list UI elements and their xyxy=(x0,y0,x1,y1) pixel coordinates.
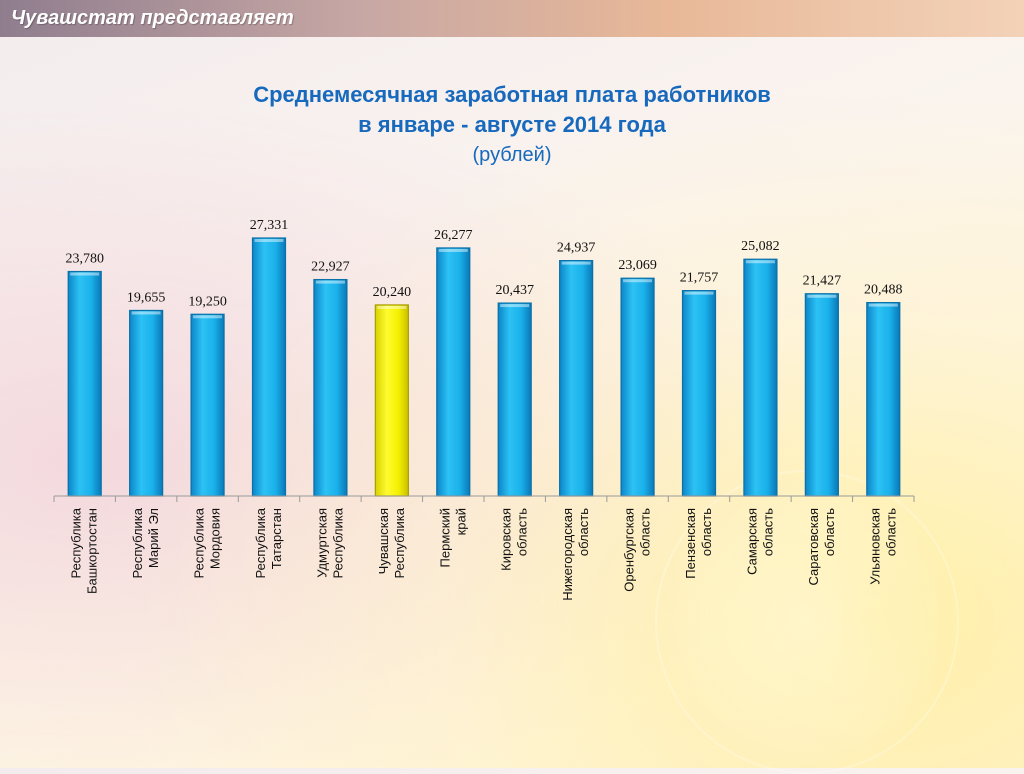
chart-subtitle: (рублей) xyxy=(472,144,552,166)
category-label-line: Саратовская xyxy=(806,508,821,585)
bar xyxy=(743,258,778,497)
bar-highlighted xyxy=(374,304,409,497)
category-label-line: область xyxy=(699,508,714,556)
category-label: Чувашская Республика xyxy=(376,507,407,578)
category-label: Республика Марий Эл xyxy=(130,507,161,578)
value-label: 24,937 xyxy=(557,241,596,256)
bar xyxy=(804,293,839,497)
bar xyxy=(436,247,471,497)
category-label-line: Самарская xyxy=(744,508,759,575)
category-label-line: Республика xyxy=(69,507,84,578)
x-axis xyxy=(53,495,915,502)
value-label: 20,240 xyxy=(373,285,412,300)
category-label-line: Республика xyxy=(330,507,345,578)
category-label: Республика Татарстан xyxy=(253,507,284,578)
value-label: 26,277 xyxy=(434,228,473,243)
category-label: Самарская область xyxy=(744,508,775,575)
category-label: Республика Башкортостан xyxy=(69,507,100,594)
category-label: Оренбургская область xyxy=(622,508,653,592)
value-label: 20,437 xyxy=(495,283,534,298)
bar xyxy=(620,277,655,497)
value-label: 22,927 xyxy=(311,260,350,275)
category-label-line: Республика xyxy=(130,507,145,578)
value-label: 23,069 xyxy=(618,258,657,273)
bar-highlight-cap xyxy=(807,294,837,298)
chart-title-line-2: в январе - августе 2014 года xyxy=(358,112,666,137)
category-label-line: Нижегородская xyxy=(560,508,575,601)
bar-highlight-cap xyxy=(254,239,284,242)
category-label-line: Республика xyxy=(392,507,407,578)
value-label: 21,757 xyxy=(680,271,719,286)
bar xyxy=(559,259,594,497)
category-label-line: край xyxy=(453,508,468,535)
category-label: Нижегородская область xyxy=(560,508,591,601)
bar xyxy=(681,290,717,497)
chart-title-line-1: Среднемесячная заработная плата работник… xyxy=(253,82,771,107)
category-label: Пензенская область xyxy=(683,508,714,579)
value-label: 25,082 xyxy=(741,239,780,254)
bar-highlight-cap xyxy=(623,279,653,283)
category-label-line: Ульяновская xyxy=(867,508,882,585)
value-label: 23,780 xyxy=(65,252,104,267)
category-label: Пермский край xyxy=(437,508,468,567)
category-label: Ульяновская область xyxy=(867,508,898,585)
bar xyxy=(313,278,348,497)
category-label-line: область xyxy=(576,508,591,556)
bars-layer xyxy=(67,237,901,497)
bar-highlight-cap xyxy=(868,303,898,307)
category-label-line: Мордовия xyxy=(208,508,223,569)
bar-highlight-cap xyxy=(70,272,100,276)
category-label-line: область xyxy=(515,508,530,556)
bar xyxy=(497,302,532,497)
value-label: 27,331 xyxy=(250,218,289,233)
bar xyxy=(866,301,901,497)
bar-highlight-cap xyxy=(131,311,161,315)
category-label: Республика Мордовия xyxy=(192,507,223,578)
bar xyxy=(129,309,164,497)
header-bar: Чувашстат представляет xyxy=(0,0,1024,37)
category-label: Удмуртская Республика xyxy=(314,507,345,578)
bar-highlight-cap xyxy=(500,304,530,308)
category-label-line: Республика xyxy=(192,507,207,578)
value-label: 19,655 xyxy=(127,290,166,305)
category-label: Кировская область xyxy=(499,508,530,571)
category-label-line: область xyxy=(822,508,837,556)
value-labels-layer: 23,780 19,655 19,250 27,331 22,927 20,240 26,2… xyxy=(65,218,902,309)
category-label-line: Башкортостан xyxy=(85,508,100,594)
bar-highlight-cap xyxy=(684,291,714,295)
category-label-line: Удмуртская xyxy=(314,508,329,578)
category-label-line: Пермский xyxy=(437,508,452,567)
bar-highlight-cap xyxy=(193,315,223,319)
header-title: Чувашстат представляет xyxy=(11,7,294,29)
bar-highlight-cap xyxy=(561,261,591,265)
category-labels-layer: Республика Башкортостан Республика Марий Эл… xyxy=(69,507,899,601)
value-label: 19,250 xyxy=(188,294,227,309)
category-label: Саратовская область xyxy=(806,508,837,586)
bar xyxy=(67,270,102,497)
background-emblem xyxy=(655,470,959,774)
value-label: 21,427 xyxy=(803,274,842,289)
category-label-line: Республика xyxy=(253,507,268,578)
bar-highlight-cap xyxy=(745,260,775,264)
value-label: 20,488 xyxy=(864,283,903,298)
category-label-line: Чувашская xyxy=(376,508,391,574)
bar-highlight-cap xyxy=(438,248,468,252)
category-label-line: область xyxy=(638,508,653,556)
bar-highlight-cap xyxy=(315,280,345,284)
category-label-line: Пензенская xyxy=(683,508,698,579)
bar-highlight-cap xyxy=(377,305,407,309)
chart-title-block: Среднемесячная заработная плата работник… xyxy=(0,80,1024,170)
category-label-line: область xyxy=(760,508,775,556)
category-label-line: область xyxy=(883,508,898,556)
bar xyxy=(190,313,225,497)
category-label-line: Марий Эл xyxy=(146,508,161,568)
bar xyxy=(251,237,287,497)
category-label-line: Татарстан xyxy=(269,508,284,569)
category-label-line: Кировская xyxy=(499,508,514,571)
category-label-line: Оренбургская xyxy=(622,508,637,592)
